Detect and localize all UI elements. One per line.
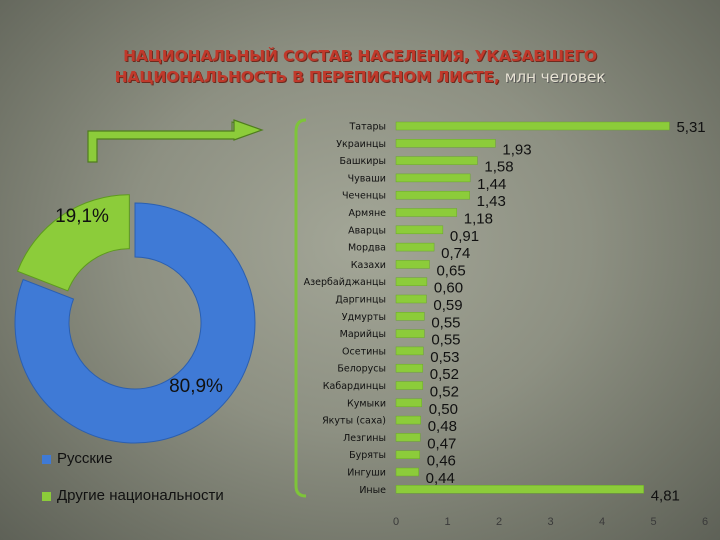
category-label: Азербайджанцы xyxy=(304,277,386,288)
value-label: 0,91 xyxy=(450,228,479,245)
legend-swatch-russians xyxy=(42,454,51,464)
value-label: 1,93 xyxy=(502,141,531,158)
bar xyxy=(395,242,435,252)
category-label: Иные xyxy=(359,485,386,496)
value-label: 5,31 xyxy=(676,119,705,136)
category-label: Буряты xyxy=(349,450,386,461)
bar xyxy=(395,139,496,148)
value-label: 1,44 xyxy=(477,176,506,193)
category-label: Марийцы xyxy=(340,329,386,340)
bar xyxy=(395,398,422,408)
slice-russians xyxy=(14,202,256,444)
bar xyxy=(395,173,471,183)
category-label: Украинцы xyxy=(336,139,386,150)
value-label: 0,74 xyxy=(441,245,470,262)
bar xyxy=(395,294,427,304)
value-label: 0,52 xyxy=(430,366,459,383)
slice-label-russians: 80,9% xyxy=(169,376,223,397)
category-label: Башкиры xyxy=(340,156,386,167)
value-label: 0,59 xyxy=(433,297,462,314)
bar xyxy=(395,312,425,321)
slice-label-others: 19,1% xyxy=(55,206,109,227)
bar xyxy=(395,450,420,459)
category-label: Кумыки xyxy=(347,398,386,409)
slide-title: НАЦИОНАЛЬНЫЙ СОСТАВ НАСЕЛЕНИЯ, УКАЗАВШЕГ… xyxy=(30,46,690,88)
category-label: Татары xyxy=(348,122,386,133)
bar xyxy=(395,415,421,425)
bar xyxy=(395,260,430,269)
category-label: Казахи xyxy=(351,260,386,271)
x-tick-label: 6 xyxy=(702,516,708,528)
bar xyxy=(395,121,670,131)
bracket-icon xyxy=(294,118,307,498)
value-label: 0,65 xyxy=(436,262,465,279)
category-label: Осетины xyxy=(342,346,386,357)
x-tick-label: 3 xyxy=(547,516,553,528)
bar xyxy=(395,208,458,217)
bar xyxy=(395,467,419,477)
value-label: 0,50 xyxy=(429,401,458,418)
value-label: 1,58 xyxy=(484,159,513,176)
x-tick-label: 0 xyxy=(393,516,399,528)
value-label: 0,60 xyxy=(434,280,463,297)
value-label: 4,81 xyxy=(651,487,680,504)
value-label: 1,43 xyxy=(477,193,506,210)
value-label: 0,44 xyxy=(426,470,455,487)
bar xyxy=(395,433,421,442)
title-line-1: НАЦИОНАЛЬНЫЙ СОСТАВ НАСЕЛЕНИЯ, УКАЗАВШЕГ… xyxy=(123,47,597,65)
category-label: Армяне xyxy=(349,208,387,219)
category-label: Белорусы xyxy=(337,364,386,375)
bar xyxy=(395,329,425,338)
legend-swatch-others xyxy=(42,491,51,501)
value-label: 0,55 xyxy=(431,332,460,349)
category-label: Ингуши xyxy=(347,468,386,479)
bar xyxy=(395,381,424,390)
title-unit: млн человек xyxy=(504,68,606,86)
legend-label-russians: Русские xyxy=(57,450,113,467)
value-label: 0,53 xyxy=(430,349,459,366)
legend-item-others: Другие национальности xyxy=(42,487,224,504)
legend-label-others: Другие национальности xyxy=(57,487,224,504)
value-label: 1,18 xyxy=(464,211,493,228)
bar xyxy=(395,485,644,494)
bar xyxy=(395,277,428,286)
value-label: 0,46 xyxy=(427,453,456,470)
slice-others xyxy=(16,194,130,292)
category-label: Мордва xyxy=(348,243,386,254)
title-line-2: НАЦИОНАЛЬНОСТЬ В ПЕРЕПИСНОМ ЛИСТЕ, млн ч… xyxy=(30,67,690,88)
arrow-icon xyxy=(87,119,264,163)
arrow-outline xyxy=(91,121,258,160)
value-label: 0,52 xyxy=(430,384,459,401)
category-label: Кабардинцы xyxy=(323,381,386,392)
value-label: 0,48 xyxy=(428,418,457,435)
bar xyxy=(395,156,478,165)
value-label: 0,55 xyxy=(431,314,460,331)
value-label: 0,47 xyxy=(427,435,456,452)
x-tick-label: 5 xyxy=(650,516,656,528)
title-line-2-text: НАЦИОНАЛЬНОСТЬ В ПЕРЕПИСНОМ ЛИСТЕ, xyxy=(114,68,500,86)
x-tick-label: 4 xyxy=(599,516,605,528)
category-label: Удмурты xyxy=(342,312,386,323)
category-label: Чеченцы xyxy=(342,191,386,202)
legend-item-russians: Русские xyxy=(42,450,113,467)
bar xyxy=(395,190,470,200)
category-label: Аварцы xyxy=(348,225,386,236)
bar xyxy=(395,363,424,373)
bar xyxy=(395,225,444,235)
category-label: Якуты (саха) xyxy=(322,416,386,427)
category-label: Чуваши xyxy=(348,173,386,184)
x-tick-label: 2 xyxy=(496,516,502,528)
bar xyxy=(395,346,424,356)
category-label: Даргинцы xyxy=(335,295,386,306)
category-label: Лезгины xyxy=(343,433,386,444)
x-tick-label: 1 xyxy=(444,516,450,528)
